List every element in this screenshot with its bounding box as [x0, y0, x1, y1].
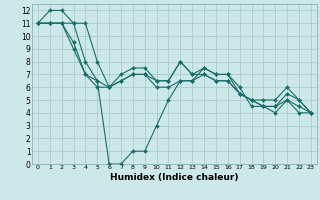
X-axis label: Humidex (Indice chaleur): Humidex (Indice chaleur) [110, 173, 239, 182]
